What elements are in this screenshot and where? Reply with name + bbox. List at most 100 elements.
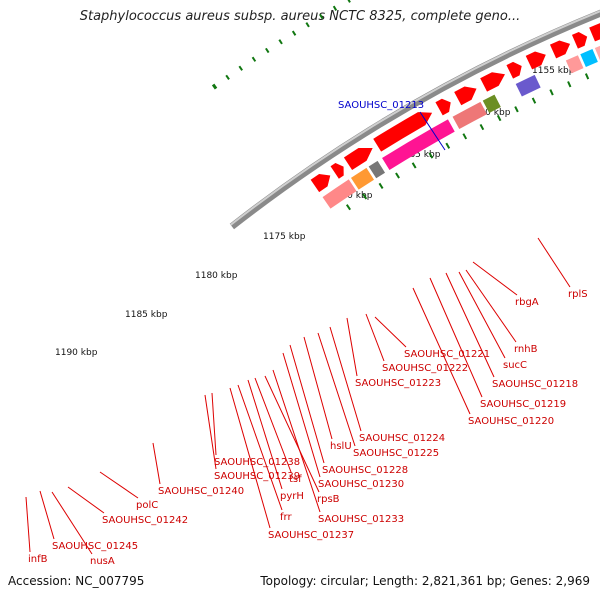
gene-leader-line bbox=[237, 384, 283, 511]
inner-track-tick bbox=[496, 114, 502, 122]
gene-leader-line bbox=[303, 336, 333, 440]
gene-leader-line bbox=[472, 261, 518, 296]
reverse-gene bbox=[482, 94, 501, 114]
forward-gene bbox=[454, 86, 477, 106]
gene-leader-line bbox=[204, 394, 217, 470]
inner-track-tick bbox=[362, 193, 368, 200]
highlight-label-line bbox=[419, 111, 446, 151]
forward-gene bbox=[506, 61, 522, 79]
gene-label: SAOUHSC_01218 bbox=[492, 379, 578, 390]
ruler-tick bbox=[238, 65, 243, 71]
highlight-label: SAOUHSC_01213 bbox=[338, 100, 424, 111]
gene-label: SAOUHSC_01230 bbox=[318, 479, 404, 490]
gene-label: SAOUHSC_01228 bbox=[322, 465, 408, 476]
gene-label: SAOUHSC_01224 bbox=[359, 433, 445, 444]
gene-label: SAOUHSC_01221 bbox=[404, 349, 490, 360]
gene-leader-line bbox=[272, 369, 321, 513]
gene-label: rpsB bbox=[317, 494, 340, 505]
reverse-gene bbox=[515, 74, 541, 97]
accession-text: Accession: NC_007795 bbox=[8, 574, 145, 588]
ruler-tick bbox=[347, 0, 351, 3]
gene-leader-line bbox=[537, 237, 571, 288]
forward-gene bbox=[549, 40, 571, 59]
gene-leader-line bbox=[317, 332, 356, 447]
gene-label: rbgA bbox=[515, 297, 539, 308]
gene-leader-line bbox=[229, 387, 271, 529]
gene-leader-line bbox=[99, 471, 139, 499]
gene-leader-line bbox=[465, 269, 517, 343]
inner-track-tick bbox=[462, 133, 468, 140]
ruler-tick bbox=[211, 83, 218, 90]
ruler-tick bbox=[225, 74, 230, 80]
inner-track-tick bbox=[567, 81, 572, 88]
map-title: Staphylococcus aureus subsp. aureus NCTC… bbox=[79, 9, 521, 24]
gene-label: SAOUHSC_01223 bbox=[355, 378, 441, 389]
gene-label: SAOUHSC_01245 bbox=[52, 541, 138, 552]
ruler-label: 1165 kbp bbox=[398, 150, 441, 160]
reverse-gene bbox=[452, 101, 487, 130]
gene-label: frr bbox=[280, 512, 292, 523]
inner-track-tick bbox=[531, 97, 537, 104]
ruler-label: 1185 kbp bbox=[125, 310, 168, 320]
gene-leader-line bbox=[289, 344, 325, 464]
reverse-gene bbox=[322, 179, 357, 209]
gene-leader-line bbox=[247, 379, 283, 490]
gene-label: SAOUHSC_01222 bbox=[382, 363, 468, 374]
reverse-gene bbox=[368, 160, 386, 179]
ruler-label: 1155 kbp bbox=[532, 66, 575, 76]
gene-label: SAOUHSC_01237 bbox=[268, 530, 354, 541]
ruler-tick bbox=[291, 30, 297, 36]
gene-leader-line bbox=[282, 352, 321, 478]
gene-label: rnhB bbox=[514, 344, 538, 355]
inner-track-tick bbox=[514, 106, 519, 113]
forward-gene bbox=[330, 163, 344, 179]
gene-label: SAOUHSC_01220 bbox=[468, 416, 554, 427]
gene-label: SAOUHSC_01225 bbox=[353, 448, 439, 459]
topology-text: Topology: circular; Length: 2,821,361 bp… bbox=[260, 574, 590, 588]
inner-track-tick bbox=[584, 73, 590, 80]
ruler-label: 1190 kbp bbox=[55, 348, 98, 358]
gene-label: SAOUHSC_01239 bbox=[214, 471, 300, 482]
forward-gene bbox=[525, 51, 546, 70]
gene-leader-line bbox=[264, 375, 320, 493]
forward-gene bbox=[343, 147, 373, 171]
gene-leader-line bbox=[254, 377, 292, 473]
inner-track-tick bbox=[411, 162, 417, 169]
gene-label: hslU bbox=[330, 441, 352, 452]
gene-label: rplS bbox=[568, 289, 588, 300]
ruler-tick bbox=[278, 39, 283, 45]
gene-label: SAOUHSC_01219 bbox=[480, 399, 566, 410]
genome-backbone bbox=[229, 9, 600, 230]
gene-leader-line bbox=[67, 486, 105, 514]
reverse-gene bbox=[565, 55, 584, 74]
gene-leader-line bbox=[39, 490, 55, 540]
ruler-tick bbox=[332, 5, 338, 11]
gene-leader-line bbox=[429, 277, 483, 398]
gene-leader-line bbox=[51, 491, 93, 555]
inner-track-tick bbox=[445, 142, 451, 149]
gene-leader-line bbox=[329, 326, 362, 432]
gene-leader-line bbox=[25, 496, 31, 553]
forward-gene bbox=[571, 32, 588, 49]
inner-track-tick bbox=[479, 123, 485, 131]
ruler-label: 1180 kbp bbox=[195, 271, 238, 281]
gene-label: SAOUHSC_01238 bbox=[214, 457, 300, 468]
gene-label: SAOUHSC_01240 bbox=[158, 486, 244, 497]
forward-gene bbox=[480, 72, 505, 92]
forward-gene bbox=[435, 98, 451, 116]
gene-label: sucC bbox=[503, 360, 527, 371]
ruler-label: 1160 kbp bbox=[468, 108, 511, 118]
reverse-gene bbox=[580, 49, 598, 68]
inner-track-tick bbox=[395, 172, 400, 179]
gene-leader-line bbox=[346, 317, 358, 377]
reverse-gene bbox=[350, 167, 374, 190]
gene-label: nusA bbox=[90, 556, 115, 567]
gene-leader-line bbox=[458, 271, 506, 359]
forward-gene bbox=[373, 112, 433, 152]
reverse-gene bbox=[594, 45, 600, 61]
forward-gene bbox=[310, 173, 331, 193]
ruler-tick bbox=[265, 47, 270, 54]
gene-label: SAOUHSC_01242 bbox=[102, 515, 188, 526]
gene-leader-line bbox=[445, 272, 495, 378]
